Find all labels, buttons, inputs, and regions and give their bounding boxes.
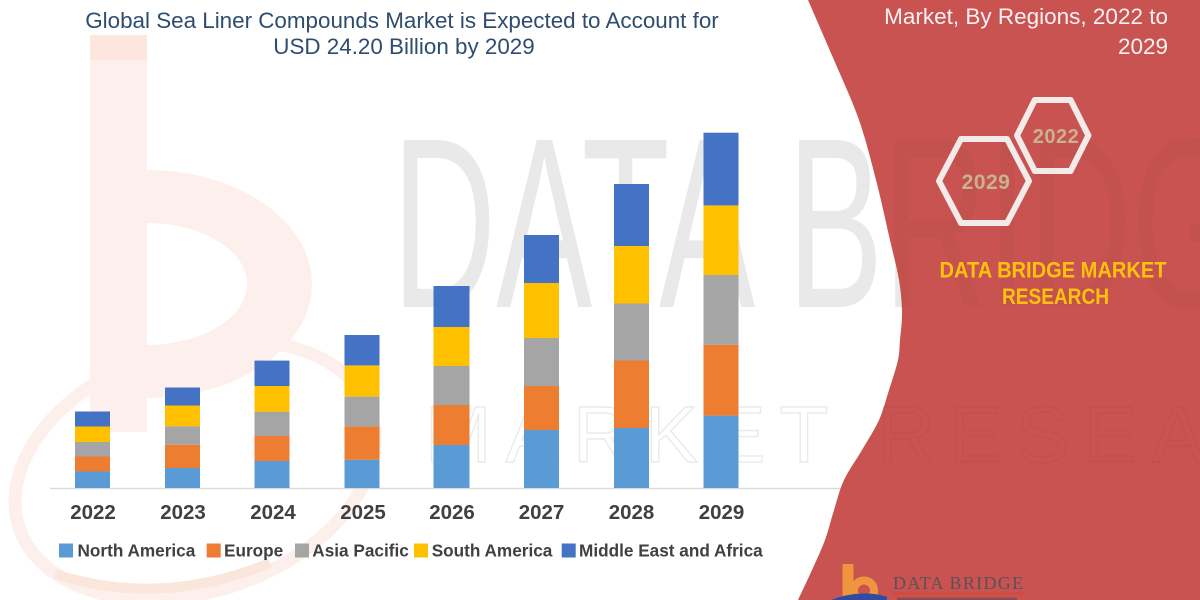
- svg-text:DATA BRIDGE MARKET: DATA BRIDGE MARKET: [940, 258, 1167, 283]
- svg-text:2029: 2029: [1118, 34, 1168, 59]
- svg-text:USD 24.20 Billion by 2029: USD 24.20 Billion by 2029: [273, 34, 534, 59]
- svg-text:RESEARCH: RESEARCH: [1002, 284, 1109, 309]
- svg-text:2026: 2026: [429, 501, 475, 524]
- svg-text:Global Sea Liner Compounds Mar: Global Sea Liner Compounds Market is Exp…: [85, 8, 719, 33]
- svg-text:2024: 2024: [250, 501, 296, 524]
- svg-text:DATA BRIDGE: DATA BRIDGE: [893, 573, 1024, 593]
- svg-text:2025: 2025: [340, 501, 386, 524]
- svg-text:2022: 2022: [1033, 126, 1080, 148]
- svg-text:2023: 2023: [160, 501, 206, 524]
- svg-text:Asia Pacific: Asia Pacific: [312, 541, 409, 561]
- svg-text:Market, By Regions, 2022 to: Market, By Regions, 2022 to: [884, 4, 1168, 29]
- svg-text:Middle East and Africa: Middle East and Africa: [579, 541, 763, 561]
- svg-text:2022: 2022: [70, 501, 116, 524]
- svg-text:2028: 2028: [609, 501, 655, 524]
- svg-text:2029: 2029: [962, 171, 1011, 194]
- svg-text:North America: North America: [78, 541, 196, 561]
- svg-text:Europe: Europe: [224, 541, 283, 561]
- svg-text:2029: 2029: [699, 501, 745, 524]
- svg-text:2027: 2027: [519, 501, 565, 524]
- svg-text:South America: South America: [432, 541, 553, 561]
